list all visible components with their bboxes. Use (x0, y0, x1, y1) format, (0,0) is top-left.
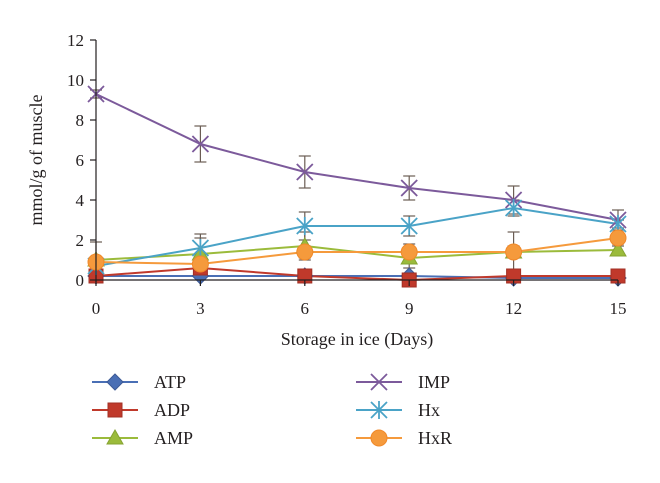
hx-point (191, 239, 210, 257)
legend-marker-hx (370, 401, 388, 419)
hxr-point (296, 243, 314, 261)
legend-item-atp: ATP (92, 372, 186, 392)
legend-label-atp: ATP (154, 372, 186, 392)
x-tick-label: 12 (505, 299, 522, 318)
hxr-point (609, 229, 627, 247)
legend-item-hx: Hx (356, 400, 440, 420)
y-axis-title: mmol/g of muscle (26, 94, 46, 225)
series-markers (87, 85, 627, 288)
hx-point (504, 199, 523, 217)
legend-label-amp: AMP (154, 428, 193, 448)
legend-label-hxr: HxR (418, 428, 452, 448)
hx-point (400, 217, 418, 235)
legend-marker-amp (106, 428, 124, 445)
imp-point (400, 179, 418, 197)
y-tick-label: 4 (76, 191, 85, 210)
ticks: 0 2 4 6 8 10 12 0 3 6 9 12 15 (67, 31, 627, 318)
y-tick-label: 6 (76, 151, 85, 170)
hxr-line (95, 237, 619, 266)
y-tick-label: 12 (67, 31, 84, 50)
legend-marker-hxr (370, 429, 388, 447)
y-tick-label: 10 (67, 71, 84, 90)
imp-line (95, 93, 619, 221)
legend: ATP ADP AMP IMP Hx HxR (92, 372, 452, 448)
amp-point (609, 240, 627, 257)
x-tick-label: 6 (301, 299, 310, 318)
legend-label-hx: Hx (418, 400, 440, 420)
x-tick-label: 0 (92, 299, 101, 318)
y-tick-label: 2 (76, 231, 85, 250)
imp-point (191, 135, 210, 153)
axes (95, 40, 618, 282)
series-lines (95, 93, 619, 282)
imp-point (296, 163, 314, 181)
atp-line (96, 275, 618, 279)
legend-marker-adp (107, 402, 123, 418)
y-tick-label: 8 (76, 111, 85, 130)
legend-marker-atp (106, 373, 124, 391)
x-tick-label: 3 (196, 299, 205, 318)
hxr-point (400, 243, 418, 261)
x-tick-label: 9 (405, 299, 414, 318)
x-axis-title: Storage in ice (Days) (281, 329, 433, 350)
legend-item-hxr: HxR (356, 428, 452, 448)
legend-label-adp: ADP (154, 400, 190, 420)
hx-point (296, 217, 314, 235)
y-tick-label: 0 (76, 271, 85, 290)
legend-marker-imp (370, 373, 388, 391)
hxr-point (505, 243, 523, 261)
adp-line (95, 266, 618, 282)
legend-label-imp: IMP (418, 372, 450, 392)
hx-line (95, 206, 619, 267)
legend-item-amp: AMP (92, 428, 193, 448)
legend-item-adp: ADP (92, 400, 190, 420)
hxr-point (191, 255, 209, 273)
legend-item-imp: IMP (356, 372, 450, 392)
x-tick-label: 15 (610, 299, 627, 318)
